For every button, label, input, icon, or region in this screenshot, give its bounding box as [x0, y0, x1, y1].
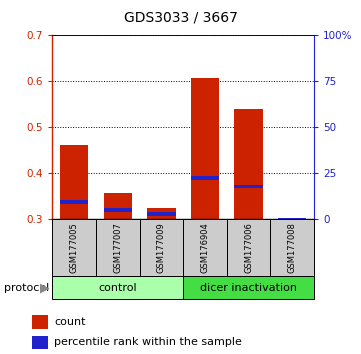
Bar: [270, 219, 314, 276]
Text: GSM177008: GSM177008: [288, 222, 297, 273]
Text: count: count: [54, 317, 86, 327]
Bar: [60, 200, 88, 204]
Bar: [140, 219, 183, 276]
Bar: [183, 219, 227, 276]
Text: GSM177005: GSM177005: [70, 222, 79, 273]
Text: GSM176904: GSM176904: [200, 222, 209, 273]
Bar: [147, 208, 175, 219]
Bar: [234, 109, 263, 219]
Bar: [191, 78, 219, 219]
Text: GSM177006: GSM177006: [244, 222, 253, 273]
Text: GSM177009: GSM177009: [157, 222, 166, 273]
Bar: [32, 336, 48, 349]
Text: percentile rank within the sample: percentile rank within the sample: [54, 337, 242, 348]
Text: GSM177007: GSM177007: [113, 222, 122, 273]
Bar: [104, 193, 132, 219]
Text: GDS3033 / 3667: GDS3033 / 3667: [123, 11, 238, 25]
Bar: [234, 184, 263, 188]
Bar: [183, 276, 314, 299]
Bar: [104, 209, 132, 212]
Text: dicer inactivation: dicer inactivation: [200, 282, 297, 293]
Bar: [52, 276, 183, 299]
Bar: [52, 219, 96, 276]
Bar: [32, 315, 48, 329]
Bar: [191, 176, 219, 180]
Text: control: control: [99, 282, 137, 293]
Bar: [227, 219, 270, 276]
Bar: [278, 218, 306, 221]
Bar: [147, 212, 175, 216]
Text: ▶: ▶: [40, 281, 50, 294]
Bar: [96, 219, 140, 276]
Text: protocol: protocol: [4, 282, 49, 293]
Bar: [60, 145, 88, 219]
